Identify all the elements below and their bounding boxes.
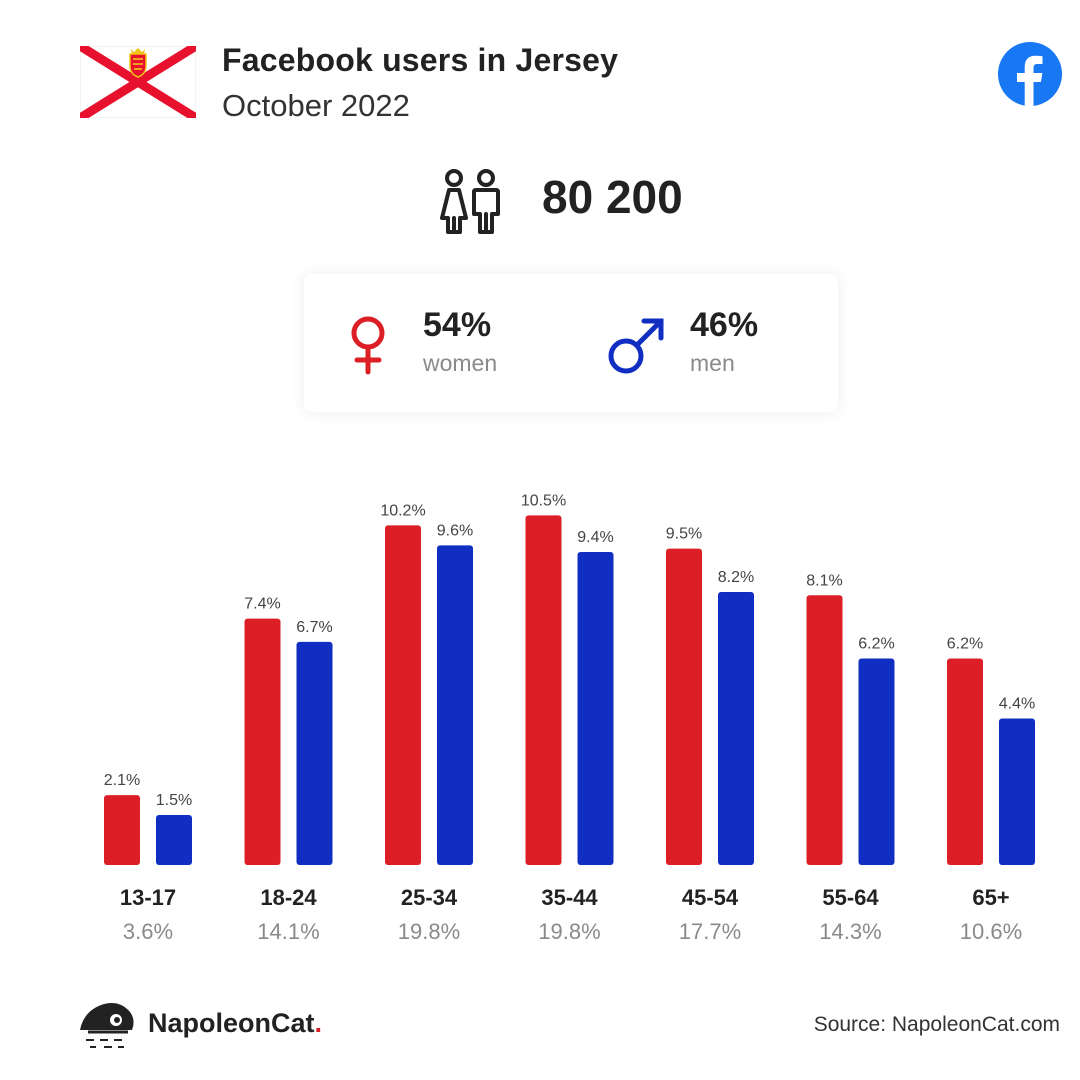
women-men-icon [440,169,500,234]
bar-value-label: 7.4% [244,596,280,613]
age-group-total: 10.6% [960,919,1022,944]
total-users-count: 80 200 [542,171,683,223]
bar-value-label: 10.5% [521,492,566,509]
men-label: men [690,350,735,376]
age-group-label: 35-44 [541,885,598,910]
bar-series-1-55-64 [806,595,843,865]
women-percentage: 54% [423,306,492,344]
bar-series-1-45-54 [666,548,702,865]
age-group-total: 14.1% [257,919,319,944]
age-gender-bar-chart: 2.1% 1.5% 13-17 3.6% 7.4% 6.7% 18-24 14.1% 10.2%… [104,492,1035,944]
gender-split-card: 54% women 46% men [304,274,838,412]
napoleoncat-logo-icon [80,1003,134,1048]
bar-series-1-25-34 [385,525,421,865]
bar-series-1-18-24 [244,618,281,865]
bar-value-label: 4.4% [999,695,1035,712]
age-group-total: 17.7% [679,919,741,944]
age-group-total: 3.6% [123,919,173,944]
bar-series-1-35-44 [525,515,562,865]
bar-series-2-65+ [999,718,1035,865]
age-group-label: 45-54 [682,885,739,910]
female-symbol-icon [351,316,385,375]
male-symbol-icon [608,318,664,374]
age-group-label: 65+ [972,885,1009,910]
bar-series-1-65+ [947,658,983,865]
age-group-label: 55-64 [822,885,879,910]
bar-value-label: 2.1% [104,772,140,789]
age-group-total: 19.8% [398,919,460,944]
age-group-label: 18-24 [260,885,317,910]
bar-series-2-13-17 [156,815,192,865]
brand-name: NapoleonCat. [148,1008,323,1038]
bar-series-1-13-17 [104,795,140,865]
men-percentage: 46% [690,306,759,344]
bar-value-label: 6.2% [947,636,983,653]
women-label: women [423,350,498,376]
page-subtitle: October 2022 [222,88,410,123]
bar-value-label: 10.2% [380,502,425,519]
bar-value-label: 6.7% [296,619,332,636]
facebook-logo-icon[interactable] [998,42,1062,106]
bar-series-2-45-54 [718,591,754,865]
jersey-flag-icon [80,46,196,118]
age-group-total: 14.3% [819,919,881,944]
brand-dot: . [314,1008,323,1038]
bar-series-2-25-34 [437,545,473,865]
age-group-total: 19.8% [538,919,600,944]
age-group-label: 13-17 [120,885,176,910]
bar-series-2-35-44 [577,551,614,865]
page-title: Facebook users in Jersey [222,42,619,78]
bar-value-label: 9.5% [666,526,702,543]
bar-value-label: 8.1% [806,572,842,589]
bar-value-label: 1.5% [156,792,192,809]
bar-value-label: 8.2% [718,569,754,586]
source-credit: Source: NapoleonCat.com [813,1013,1060,1036]
age-group-label: 25-34 [401,885,458,910]
bar-value-label: 9.4% [577,529,613,546]
bar-series-2-55-64 [858,658,895,865]
bar-value-label: 9.6% [437,522,473,539]
bar-series-2-18-24 [296,641,333,865]
bar-value-label: 6.2% [858,636,894,653]
